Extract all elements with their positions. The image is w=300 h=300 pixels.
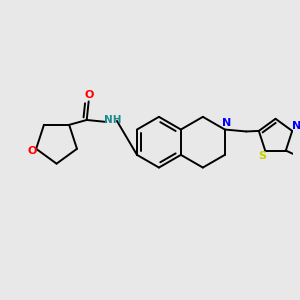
Text: N: N bbox=[292, 121, 300, 131]
Text: S: S bbox=[258, 152, 266, 161]
Text: O: O bbox=[28, 146, 37, 156]
Text: NH: NH bbox=[104, 115, 122, 125]
Text: O: O bbox=[85, 90, 94, 100]
Text: N: N bbox=[222, 118, 231, 128]
